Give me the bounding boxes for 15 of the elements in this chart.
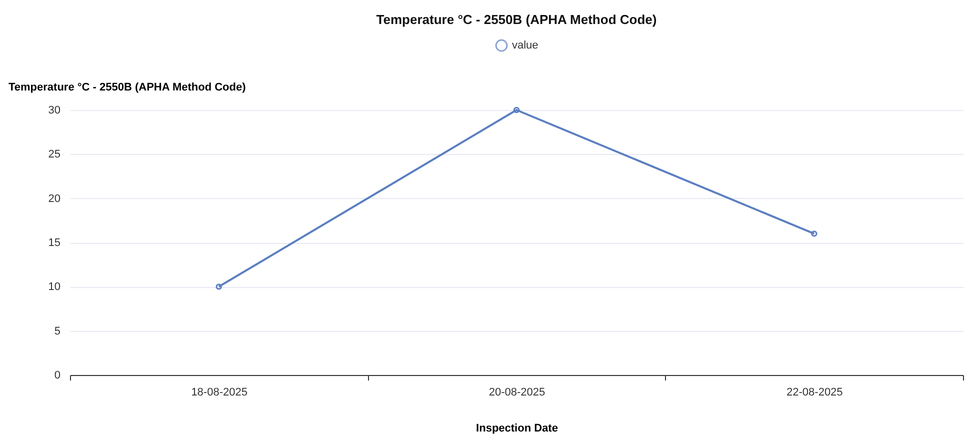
point: [513, 106, 520, 114]
x-tick-label: 20-08-2025: [488, 386, 546, 398]
y-tick-label: 30: [48, 104, 60, 116]
y-axis-title: Temperature °C - 2550B (APHA Method Code): [8, 82, 246, 94]
x-axis-title: Inspection Date: [476, 422, 558, 434]
y-tick-label: 10: [48, 281, 60, 294]
y-tick-label: 25: [48, 148, 60, 161]
y-tick-label: 0: [54, 370, 60, 382]
x-tick-label: 18-08-2025: [191, 386, 248, 398]
chart-title: Temperature °C - 2550B (APHA Method Code): [376, 12, 657, 27]
legend-label: value: [512, 40, 538, 52]
y-tick-label: 15: [48, 237, 60, 249]
y-tick-label: 5: [54, 325, 60, 338]
y-tick-label: 20: [48, 192, 60, 205]
x-tick-label: 22-08-2025: [786, 386, 843, 398]
